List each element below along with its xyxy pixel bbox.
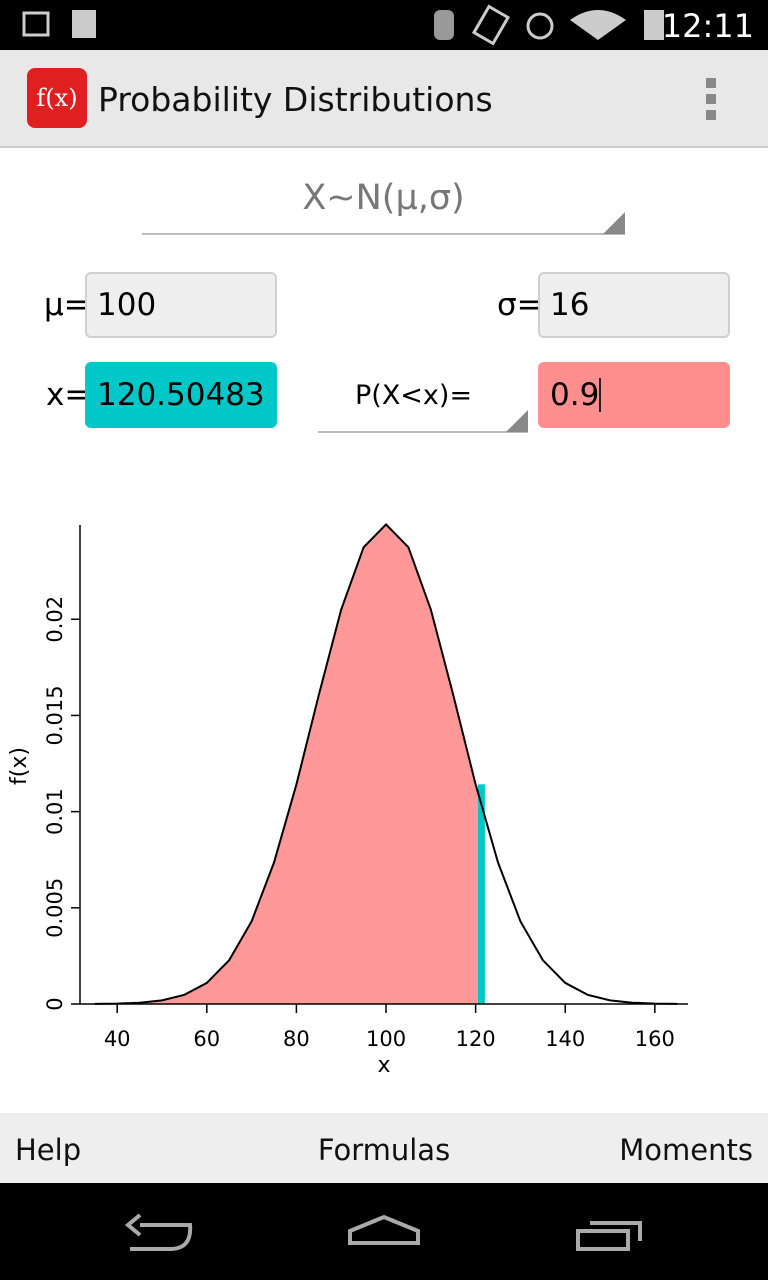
x-tick-label: 140 (545, 1027, 585, 1051)
nav-icons (124, 1213, 642, 1251)
x-input[interactable]: 120.50483 (85, 362, 277, 428)
y-tick-label: 0.015 (43, 685, 67, 745)
y-tick-label: 0.01 (43, 788, 67, 835)
y-tick-label: 0.02 (43, 596, 67, 643)
x-tick-label: 80 (283, 1027, 310, 1051)
sigma-input[interactable]: 16 (538, 272, 730, 338)
x-tick-label: 100 (366, 1027, 406, 1051)
status-bar: 12:11 (0, 0, 768, 50)
sigma-label: σ= (497, 287, 543, 323)
x-tick-label: 160 (635, 1027, 675, 1051)
x-marker (477, 784, 485, 1004)
chart: x f(x) 40 60 80 100 120 140 160 0 0.005 0.01 0.015… (7, 522, 688, 1078)
help-button[interactable]: Help (15, 1133, 82, 1167)
app-title: Probability Distributions (98, 80, 493, 119)
distribution-spinner[interactable]: X~N(μ,σ) (302, 178, 465, 218)
y-tick-label: 0.005 (43, 878, 67, 938)
shaded-area (94, 524, 478, 1004)
spinner-decor (142, 212, 625, 433)
mu-input[interactable]: 100 (85, 272, 277, 338)
app-bar: f(x) Probability Distributions (0, 50, 768, 148)
status-icons (22, 4, 664, 46)
formulas-button[interactable]: Formulas (317, 1133, 451, 1167)
text-cursor (599, 378, 602, 412)
mu-label: μ= (44, 287, 90, 323)
nav-bar (0, 1183, 768, 1280)
y-axis-label: f(x) (7, 747, 32, 785)
overflow-menu[interactable] (700, 76, 724, 122)
prob-input[interactable]: 0.9 (538, 362, 730, 428)
x-label: x= (46, 377, 91, 413)
prob-value: 0.9 (550, 377, 600, 413)
bottom-bar (0, 1113, 768, 1183)
prob-spinner[interactable]: P(X<x)= (355, 380, 473, 411)
y-tick-label: 0 (43, 997, 67, 1010)
x-tick-label: 60 (193, 1027, 220, 1051)
x-axis-label: x (377, 1053, 390, 1078)
moments-button[interactable]: Moments (619, 1133, 753, 1167)
app-icon[interactable]: f(x) (27, 68, 87, 128)
clock: 12:11 (661, 7, 754, 45)
density-curve (94, 522, 678, 1005)
x-tick-label: 120 (456, 1027, 496, 1051)
x-tick-label: 40 (104, 1027, 131, 1051)
